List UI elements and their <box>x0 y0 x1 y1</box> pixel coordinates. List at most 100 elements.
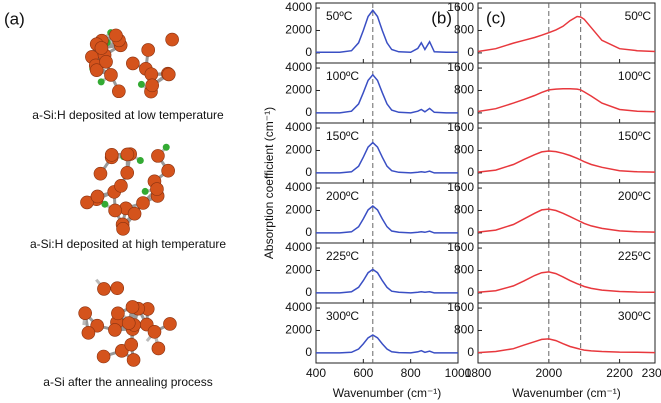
y-axis-label: Absorption coefficient (cm⁻¹) <box>262 107 276 259</box>
si-atom <box>108 203 122 218</box>
si-atom <box>124 337 139 352</box>
temperature-label: 200ºC <box>618 189 651 203</box>
si-atom <box>94 41 109 55</box>
x-tick-label: 2300 <box>642 366 661 380</box>
si-atom <box>151 149 165 163</box>
temperature-label: 50ºC <box>625 9 652 23</box>
curve <box>316 9 458 54</box>
si-atom <box>81 326 96 340</box>
x-axis-label: Wavenumber (cm⁻¹) <box>333 386 442 400</box>
si-atom <box>161 67 176 82</box>
y-tick-label: 800 <box>454 83 474 97</box>
temperature-label: 50ºC <box>326 9 353 23</box>
y-tick-label: 800 <box>454 203 474 217</box>
si-atom <box>141 43 155 57</box>
y-tick-label: 2000 <box>285 263 312 277</box>
curve <box>477 150 656 173</box>
y-tick-label: 1600 <box>447 60 474 74</box>
si-atom <box>114 344 129 358</box>
hydrogen <box>97 78 105 86</box>
si-atom <box>161 163 175 178</box>
si-atom <box>165 32 179 47</box>
y-tick-label: 2000 <box>285 323 312 337</box>
si-atom <box>121 316 136 330</box>
si-atom <box>90 189 105 204</box>
y-tick-label: 800 <box>454 263 474 277</box>
si-atom <box>96 349 111 364</box>
y-tick-label: 0 <box>467 225 474 239</box>
y-tick-label: 2000 <box>285 23 312 37</box>
si-atom <box>78 306 92 320</box>
si-atom <box>120 147 135 162</box>
y-tick-label: 0 <box>305 225 312 239</box>
temperature-label: 150ºC <box>618 129 651 143</box>
x-tick-label: 1800 <box>465 366 492 380</box>
y-tick-label: 0 <box>467 165 474 179</box>
si-atom <box>127 206 142 221</box>
curve <box>316 205 458 234</box>
x-tick-label: 600 <box>353 366 373 380</box>
si-atom <box>108 323 122 337</box>
si-atom <box>93 166 108 181</box>
y-tick-label: 0 <box>305 165 312 179</box>
panel-label: (b) <box>431 8 452 27</box>
y-tick-label: 800 <box>454 143 474 157</box>
x-tick-label: 2200 <box>606 366 633 380</box>
y-tick-label: 1600 <box>447 240 474 254</box>
y-tick-label: 2000 <box>285 203 312 217</box>
y-tick-label: 4000 <box>285 60 312 74</box>
curve <box>477 208 656 233</box>
si-atom <box>97 282 111 296</box>
panel-label: (a) <box>4 9 25 28</box>
temperature-label: 225ºC <box>326 249 359 263</box>
y-tick-label: 0 <box>305 345 312 359</box>
si-atom <box>111 306 125 321</box>
y-tick-label: 2000 <box>285 143 312 157</box>
temperature-label: 150ºC <box>326 129 359 143</box>
si-atom <box>112 84 126 99</box>
panel-label: (c) <box>486 8 506 27</box>
si-atom <box>116 222 130 236</box>
temperature-label: 300ºC <box>618 309 651 323</box>
si-atom <box>150 182 164 196</box>
si-atom <box>80 195 94 210</box>
y-tick-label: 4000 <box>285 240 312 254</box>
curve <box>477 271 656 294</box>
y-tick-label: 1600 <box>447 300 474 314</box>
y-tick-label: 4000 <box>285 0 312 14</box>
curve <box>316 73 458 114</box>
curve <box>477 15 656 53</box>
curve <box>477 338 656 354</box>
si-atom <box>145 78 159 93</box>
si-atom <box>126 353 141 367</box>
si-atom <box>151 341 166 356</box>
curve <box>477 88 656 113</box>
hydrogen <box>141 187 149 195</box>
si-atom <box>89 63 104 77</box>
y-tick-label: 0 <box>305 105 312 119</box>
y-tick-label: 0 <box>305 45 312 59</box>
y-tick-label: 0 <box>305 285 312 299</box>
temperature-label: 100ºC <box>618 69 651 83</box>
si-atom <box>114 179 128 193</box>
si-atom <box>104 148 119 162</box>
y-tick-label: 800 <box>454 23 474 37</box>
temperature-label: 100ºC <box>326 69 359 83</box>
x-tick-label: 400 <box>306 366 326 380</box>
x-tick-label: 2000 <box>535 366 562 380</box>
y-tick-label: 0 <box>467 285 474 299</box>
temperature-label: 200ºC <box>326 189 359 203</box>
si-atom <box>110 281 125 295</box>
si-atom <box>99 54 113 69</box>
si-atom <box>136 196 150 210</box>
caption: a-Si:H deposited at low temperature <box>32 108 224 122</box>
curve <box>316 141 458 174</box>
y-tick-label: 800 <box>454 323 474 337</box>
y-tick-label: 4000 <box>285 180 312 194</box>
si-atom <box>104 68 118 82</box>
y-tick-label: 4000 <box>285 300 312 314</box>
x-axis-label: Wavenumber (cm⁻¹) <box>512 386 621 400</box>
si-atom <box>120 165 135 180</box>
caption: a-Si:H deposited at high temperature <box>30 237 226 251</box>
structure-drawings <box>78 28 179 367</box>
